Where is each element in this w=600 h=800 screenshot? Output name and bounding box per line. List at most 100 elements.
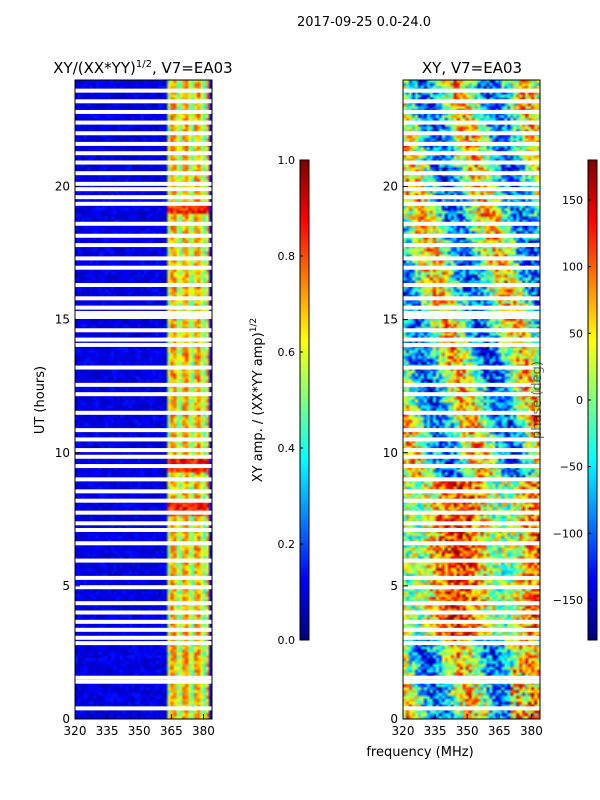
data-gap: [403, 627, 540, 632]
data-gap: [403, 141, 540, 146]
left-title-exp: 1/2: [136, 59, 152, 70]
data-gap: [75, 627, 212, 632]
y-tick-label: 15: [383, 313, 398, 327]
data-gap: [75, 365, 212, 370]
data-gap: [75, 109, 212, 114]
data-gap: [403, 541, 540, 546]
data-gap: [403, 575, 540, 580]
data-gap: [75, 635, 212, 640]
colorbar-tick-label: 0.0: [278, 634, 296, 647]
right-x-axis: 320 335 350 365 380: [392, 714, 543, 738]
figure-suptitle: 2017-09-25 0.0-24.0: [297, 15, 431, 30]
colorbar-tick-label: −150: [553, 594, 583, 607]
right-plot-frame: [402, 79, 541, 720]
amplitude-colorbar-ticks: 0.0 0.2 0.4 0.6 0.8 1.0: [278, 154, 303, 647]
data-gap: [75, 88, 212, 93]
data-gap: [403, 243, 540, 248]
amplitude-colorbar-label-exp: 1/2: [249, 318, 259, 332]
x-tick-label: 335: [424, 724, 447, 738]
data-gap: [403, 410, 540, 415]
data-gap: [75, 201, 212, 206]
data-gap: [403, 382, 540, 387]
data-gap: [403, 305, 540, 310]
data-gap: [75, 243, 212, 248]
data-gap: [75, 510, 212, 515]
colorbar-tick-label: 1.0: [278, 154, 296, 167]
left-y-axis-label: UT (hours): [33, 366, 48, 434]
data-gap: [75, 99, 212, 104]
data-gap: [403, 221, 540, 226]
y-tick-label: 0: [62, 712, 70, 726]
data-gap: [75, 120, 212, 125]
colorbar-tick-label: 100: [562, 261, 583, 274]
data-gap: [75, 141, 212, 146]
colorbar-tick-label: −100: [553, 527, 583, 540]
data-gap: [75, 428, 212, 433]
left-x-axis: 320 335 350 365 380: [64, 714, 215, 738]
data-gap: [403, 120, 540, 125]
data-gap: [403, 498, 540, 503]
data-gap: [75, 314, 212, 319]
data-gap: [403, 454, 540, 459]
data-gap: [403, 342, 540, 347]
data-gap: [75, 575, 212, 580]
x-tick-label: 365: [488, 724, 511, 738]
data-gap: [403, 151, 540, 156]
phase-colorbar: −150 −100 −50 0 50 100 150 phase (deg): [530, 159, 598, 641]
data-gap: [403, 521, 540, 526]
data-gap: [75, 585, 212, 590]
data-gap: [403, 464, 540, 469]
data-gap: [403, 610, 540, 615]
data-gap: [403, 619, 540, 624]
data-gap: [75, 392, 212, 397]
left-plot-frame: [74, 79, 213, 720]
data-gap: [75, 437, 212, 442]
data-gap: [75, 221, 212, 226]
left-title-main: XY/(XX*YY): [53, 59, 136, 77]
right-y-axis: 0 5 10 15 20: [383, 180, 408, 726]
data-gap: [75, 641, 212, 646]
data-gap: [403, 314, 540, 319]
data-gap: [75, 521, 212, 526]
data-gap: [75, 171, 212, 176]
data-gap: [403, 296, 540, 301]
data-gap: [75, 181, 212, 186]
data-gap: [75, 296, 212, 301]
left-heatmap: [75, 80, 212, 719]
right-panel-title: XY, V7=EA03: [422, 59, 522, 77]
data-gap: [403, 310, 540, 315]
data-gap: [403, 187, 540, 192]
x-tick-label: 335: [96, 724, 119, 738]
y-tick-label: 10: [383, 446, 398, 460]
data-gap: [403, 265, 540, 270]
data-gap: [75, 464, 212, 469]
data-gap: [403, 365, 540, 370]
data-gap: [403, 601, 540, 606]
y-tick-label: 5: [390, 579, 398, 593]
data-gap: [75, 448, 212, 453]
data-gap: [403, 489, 540, 494]
data-gap: [403, 641, 540, 646]
data-gap: [403, 706, 540, 711]
x-tick-label: 320: [64, 724, 87, 738]
data-gap: [403, 437, 540, 442]
colorbar-tick-label: 50: [569, 327, 583, 340]
data-gap: [75, 619, 212, 624]
data-gap: [403, 328, 540, 333]
data-gap: [75, 131, 212, 136]
data-gap: [75, 558, 212, 563]
data-gap: [403, 160, 540, 165]
data-gap: [75, 195, 212, 200]
data-gap: [403, 88, 540, 93]
left-panel-title: XY/(XX*YY)1/2, V7=EA03: [53, 59, 232, 77]
y-tick-label: 0: [390, 712, 398, 726]
y-tick-label: 10: [55, 446, 70, 460]
colorbar-tick-label: 0.8: [278, 250, 296, 263]
data-gap: [403, 233, 540, 238]
data-gap: [403, 510, 540, 515]
amplitude-colorbar-bar: [299, 159, 310, 641]
y-tick-label: 20: [55, 180, 70, 194]
data-gap: [403, 181, 540, 186]
phase-colorbar-label: phase (deg): [530, 361, 545, 439]
data-gap: [403, 635, 540, 640]
